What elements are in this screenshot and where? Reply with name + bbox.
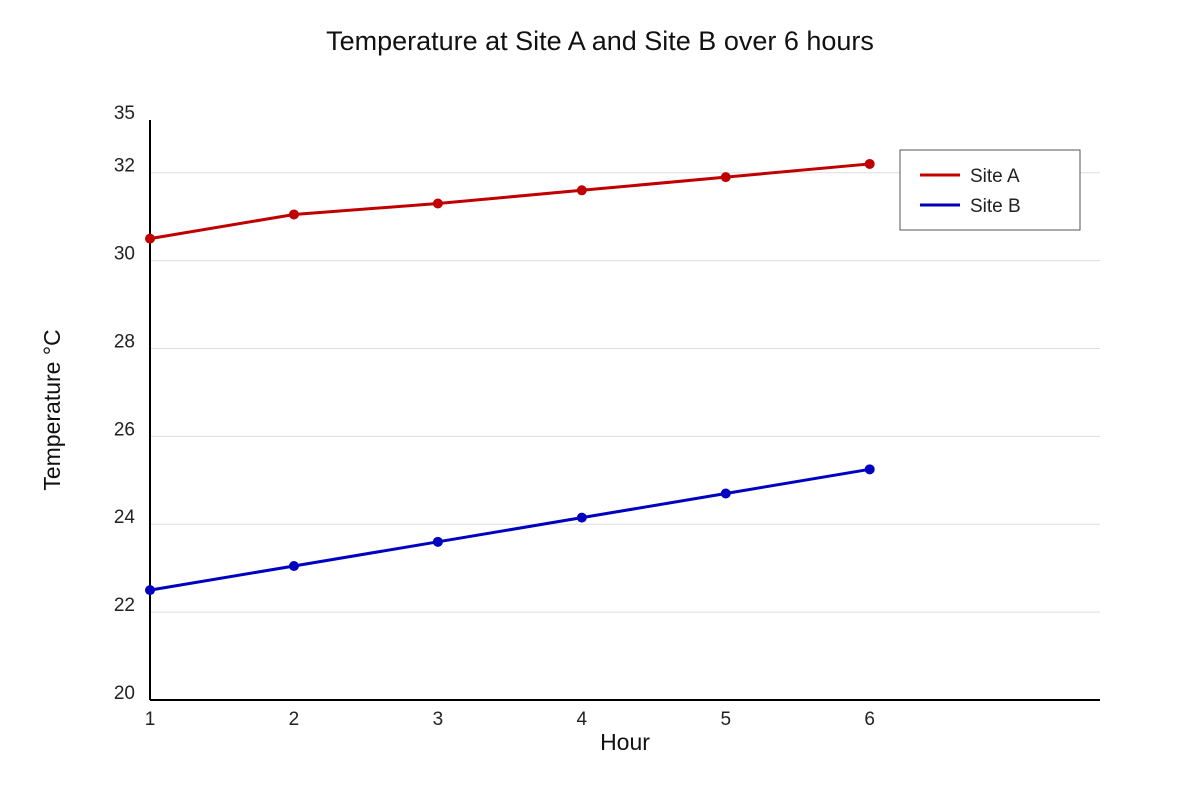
legend-label: Site B xyxy=(970,196,1021,217)
chart-title: Temperature at Site A and Site B over 6 … xyxy=(326,26,874,56)
y-tick-label: 24 xyxy=(114,507,136,528)
data-point xyxy=(145,585,155,596)
legend-items: Site A Site B xyxy=(920,166,1021,217)
x-tick-label: 5 xyxy=(720,709,731,730)
y-tick-label: 20 xyxy=(114,683,135,704)
data-point xyxy=(145,233,155,244)
legend: Site A Site B xyxy=(899,149,1081,231)
data-point xyxy=(288,209,299,220)
data-point xyxy=(576,512,587,523)
data-point xyxy=(864,464,875,475)
series-lines xyxy=(145,158,875,596)
data-point xyxy=(720,488,731,499)
y-tick-label: 28 xyxy=(114,331,135,352)
gridlines xyxy=(150,172,1100,613)
series-site-a xyxy=(145,158,875,244)
y-tick-label: 32 xyxy=(114,156,135,177)
data-point xyxy=(576,185,587,196)
y-axis-title: Temperature °C xyxy=(39,329,65,490)
data-point xyxy=(432,536,443,547)
series-line xyxy=(149,467,870,592)
data-point xyxy=(288,560,299,571)
x-tick-label: 2 xyxy=(289,709,300,730)
x-tick-label: 4 xyxy=(577,709,588,730)
x-axis-ticks: 1 2 3 4 5 6 xyxy=(145,709,875,730)
y-tick-label: 35 xyxy=(114,103,135,124)
data-point xyxy=(432,198,443,209)
x-tick-label: 6 xyxy=(864,709,875,730)
y-tick-label: 26 xyxy=(114,419,135,440)
data-point xyxy=(864,158,875,169)
legend-box xyxy=(899,149,1081,231)
data-point xyxy=(720,172,731,183)
series-site-b xyxy=(145,464,875,596)
y-tick-label: 22 xyxy=(114,595,135,616)
series-line xyxy=(149,162,870,241)
x-tick-label: 3 xyxy=(433,709,444,730)
x-tick-label: 1 xyxy=(145,709,156,730)
legend-label: Site A xyxy=(970,166,1020,187)
y-axis-ticks: 20 22 24 26 28 30 32 35 xyxy=(114,103,136,704)
y-tick-label: 30 xyxy=(114,244,135,265)
x-axis-title: Hour xyxy=(600,729,650,755)
